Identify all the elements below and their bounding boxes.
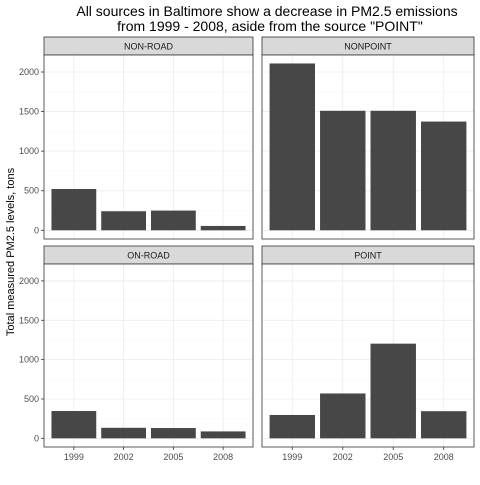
chart-title: All sources in Baltimore show a decrease… [76,3,457,19]
bar-on-road-1999 [51,411,97,439]
y-axis-title: Total measured PM2.5 levels, tons [5,167,17,336]
facet-panel-nonpoint: NONPOINT [261,36,475,240]
panel-border [43,263,254,448]
bar-on-road-2008 [200,431,246,439]
y-tick-label: 1000 [19,355,39,365]
chart-subtitle: from 1999 - 2008, aside from the source … [117,18,423,34]
bar-point-2008 [421,411,467,439]
y-tick-label: 1500 [19,315,39,325]
bar-on-road-2002 [101,427,147,439]
y-tick-label: 2000 [19,67,39,77]
bar-nonpoint-2002 [320,110,366,231]
facet-panels: NON-ROAD 0 500 1000 1500 2000 NONPOINT ON-ROAD 0… [19,36,475,462]
bar-nonpoint-1999 [269,63,315,231]
facet-strip-label: ON-ROAD [127,251,170,261]
bar-point-2002 [320,393,366,439]
bar-on-road-2005 [150,428,196,439]
x-tick-label: 1999 [282,452,302,462]
y-tick-label: 500 [24,186,39,196]
facet-strip-label: NON-ROAD [124,42,173,52]
x-tick-label: 2002 [333,452,353,462]
facet-panel-point: POINT 1999 2002 2005 2008 [261,245,475,462]
facet-panel-on-road: ON-ROAD 0 500 1000 1500 2000 1999 2002 2005 2008 [19,245,254,462]
x-tick-label: 2005 [163,452,183,462]
bar-non-road-2008 [200,225,246,231]
bar-non-road-2005 [150,210,196,231]
bar-non-road-2002 [101,211,147,231]
y-tick-label: 0 [34,225,39,235]
y-tick-label: 500 [24,394,39,404]
panel-border [261,54,475,240]
y-tick-label: 1000 [19,146,39,156]
bar-non-road-1999 [51,188,97,231]
panel-border [261,263,475,448]
x-tick-label: 1999 [64,452,84,462]
facet-strip-label: NONPOINT [344,42,392,52]
x-tick-label: 2005 [383,452,403,462]
y-tick-label: 1500 [19,107,39,117]
facet-strip-label: POINT [354,251,382,261]
y-tick-label: 0 [34,433,39,443]
bar-point-2005 [370,343,416,439]
facet-panel-non-road: NON-ROAD 0 500 1000 1500 2000 [19,36,254,240]
y-tick-label: 2000 [19,276,39,286]
x-tick-label: 2002 [114,452,134,462]
x-tick-label: 2008 [213,452,233,462]
bar-nonpoint-2005 [370,110,416,231]
panel-border [43,54,254,240]
bar-point-1999 [269,414,315,439]
x-tick-label: 2008 [434,452,454,462]
bar-nonpoint-2008 [421,121,467,231]
